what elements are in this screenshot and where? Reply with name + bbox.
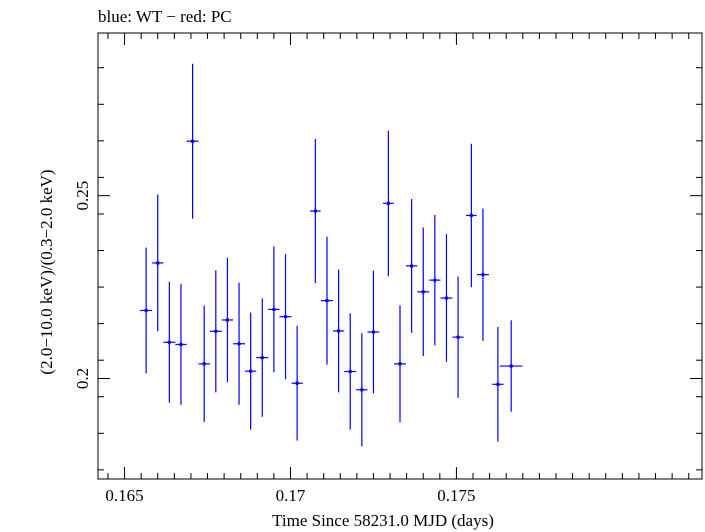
point-marker (272, 307, 276, 312)
point-marker (313, 209, 318, 213)
data-point (186, 63, 199, 219)
data-point (356, 333, 368, 447)
point-marker (386, 201, 391, 206)
data-point (466, 143, 477, 288)
point-marker (214, 329, 218, 334)
point-marker (469, 213, 474, 218)
point-marker (260, 355, 265, 360)
data-point (332, 269, 345, 393)
point-marker (481, 272, 485, 277)
data-point (256, 298, 269, 417)
point-marker (225, 318, 230, 322)
point-marker (325, 298, 329, 303)
point-marker (155, 261, 160, 265)
data-point (417, 227, 430, 357)
point-marker (496, 382, 500, 387)
data-point (268, 246, 280, 373)
point-marker (248, 369, 253, 373)
point-marker (144, 308, 148, 313)
point-marker (509, 364, 513, 368)
data-point (367, 270, 380, 394)
x-tick-label: 0.175 (437, 486, 475, 505)
point-marker (190, 139, 195, 144)
data-point (321, 236, 333, 365)
point-marker (360, 388, 364, 392)
data-point (476, 208, 489, 341)
data-point (440, 234, 453, 363)
data-point (209, 270, 222, 393)
point-marker (336, 329, 341, 333)
point-marker (456, 335, 460, 339)
data-point (452, 276, 464, 398)
point-marker (371, 330, 376, 334)
x-tick-label: 0.17 (276, 486, 306, 505)
data-point (245, 312, 257, 430)
x-tick-label: 0.165 (105, 486, 143, 505)
data-point (344, 313, 357, 430)
point-marker (283, 314, 288, 319)
point-marker (179, 342, 183, 347)
y-ticks: 0.2 0.25 (73, 67, 702, 471)
data-point (175, 284, 187, 405)
data-layer (140, 63, 523, 447)
point-marker (237, 341, 241, 346)
data-point (198, 305, 210, 422)
data-point (291, 325, 303, 441)
data-point (233, 282, 246, 405)
y-tick-label: 0.2 (73, 368, 92, 389)
y-tick-label: 0.25 (73, 181, 92, 211)
data-point (405, 198, 418, 333)
data-point (383, 130, 394, 277)
data-point (394, 305, 406, 423)
data-point (279, 254, 292, 380)
x-ticks: 0.165 0.17 0.175 (105, 33, 690, 505)
data-point (140, 247, 153, 374)
point-marker (295, 381, 299, 386)
point-marker (409, 264, 414, 268)
data-point (429, 215, 441, 346)
point-marker (421, 290, 426, 294)
chart-title: blue: WT − red: PC (98, 7, 232, 26)
plot-frame (97, 32, 703, 480)
data-point (310, 139, 321, 284)
data-point (221, 257, 234, 383)
data-point (152, 194, 164, 332)
point-marker (398, 362, 402, 366)
data-point (492, 326, 504, 442)
data-point (163, 281, 176, 403)
point-marker (433, 278, 437, 282)
point-marker (202, 362, 206, 366)
point-marker (167, 340, 172, 345)
data-point (499, 320, 523, 412)
point-marker (348, 369, 353, 374)
point-marker (444, 296, 449, 300)
y-axis-label: (2.0−10.0 keV)/(0.3−2.0 keV) (37, 169, 56, 374)
x-axis-label: Time Since 58231.0 MJD (days) (272, 511, 494, 530)
